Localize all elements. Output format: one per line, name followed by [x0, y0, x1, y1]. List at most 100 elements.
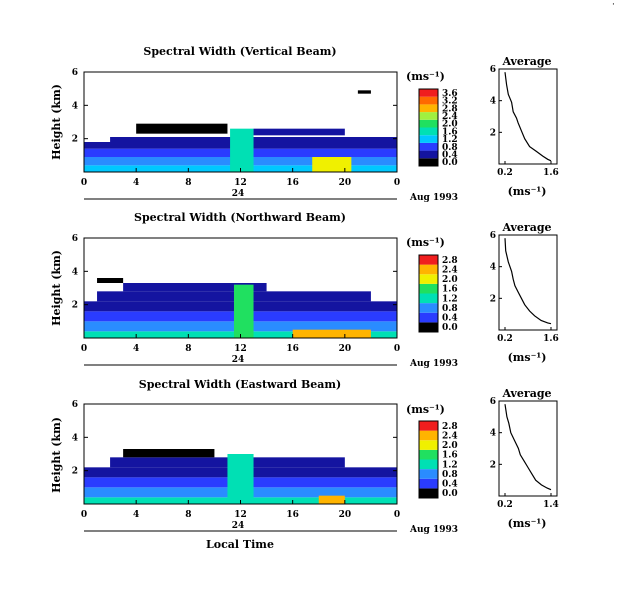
- x-axis-label: Local Time: [206, 538, 274, 551]
- x-tick-label: 20: [339, 510, 352, 520]
- colorbar-tick-label: 2.0: [442, 120, 458, 130]
- x-tick-label: 0: [394, 510, 400, 520]
- colorbar-swatch: [419, 255, 438, 265]
- chart-title: Spectral Width (Eastward Beam): [139, 378, 341, 391]
- date-label: Aug 1993: [409, 525, 458, 535]
- y-axis-label: Height (km): [50, 250, 63, 326]
- colorbar-swatch: [419, 142, 438, 151]
- y-tick-label: 6: [72, 234, 78, 244]
- day-label: 24: [232, 189, 245, 199]
- y-tick-label: 6: [72, 68, 78, 78]
- colorbar-swatch: [419, 469, 438, 479]
- colorbar: 0.00.40.81.21.62.02.42.8: [418, 420, 458, 499]
- heatmap-cell: [318, 495, 345, 504]
- heatmap-cell: [97, 291, 371, 302]
- average-frame: [498, 234, 558, 331]
- chart-title: Spectral Width (Vertical Beam): [143, 45, 336, 58]
- colorbar-swatch: [419, 459, 438, 470]
- x-tick-label: 4: [133, 178, 139, 188]
- colorbar-swatch: [419, 104, 438, 113]
- x-tick-label: 12: [234, 178, 247, 188]
- x-tick-label: 16: [286, 510, 299, 520]
- y-tick-label: 4: [72, 101, 78, 111]
- average-line: [504, 72, 552, 162]
- heatmap-cell: [312, 157, 352, 172]
- average-line: [504, 238, 552, 325]
- colorbar-swatch: [419, 440, 438, 450]
- average-y-tick-label: 4: [490, 97, 496, 107]
- heatmap-cell: [233, 284, 254, 338]
- colorbar-swatch: [419, 488, 438, 498]
- heatmap-cell: [292, 329, 371, 338]
- colorbar-swatch: [419, 150, 438, 159]
- x-tick-label: 0: [81, 344, 87, 354]
- y-axis-label: Height (km): [50, 84, 63, 160]
- average-frame: [498, 68, 558, 165]
- average-x-tick-label: 1.6: [543, 168, 559, 178]
- average-x-label: (ms⁻¹): [508, 351, 547, 364]
- colorbar-swatch: [419, 322, 438, 332]
- colorbar-tick-label: 1.2: [442, 294, 458, 304]
- x-tick-label: 0: [394, 344, 400, 354]
- average-y-tick-label: 6: [490, 231, 496, 241]
- x-tick-label: 20: [339, 178, 352, 188]
- plot-frame: [83, 237, 398, 339]
- average-x-tick-label: 0.2: [497, 334, 513, 344]
- x-tick-label: 0: [81, 510, 87, 520]
- average-y-tick-label: 2: [490, 294, 496, 304]
- colorbar-tick-label: 2.8: [442, 422, 458, 432]
- colorbar-frame: [418, 88, 439, 167]
- heatmap-area: 0 4 8 12 16 20 0 2 4 6: [72, 234, 400, 354]
- heatmap-cell: [123, 449, 215, 458]
- average-y-tick-label: 6: [490, 65, 496, 75]
- colorbar-tick-label: 2.0: [442, 441, 458, 451]
- x-tick-label: 16: [286, 344, 299, 354]
- heatmap-cell: [97, 278, 124, 283]
- day-label: 24: [232, 521, 245, 531]
- heatmap-cell: [230, 128, 254, 172]
- average-title: Average: [501, 55, 551, 68]
- colorbar-swatch: [419, 421, 438, 431]
- colorbar-swatch: [419, 293, 438, 304]
- colorbar-swatch: [419, 449, 438, 460]
- y-tick-label: 4: [72, 433, 78, 443]
- date-label: Aug 1993: [409, 359, 458, 369]
- colorbar-tick-label: 2.0: [442, 275, 458, 285]
- colorbar-frame: [418, 420, 439, 499]
- y-tick-label: 6: [72, 400, 78, 410]
- chart-title: Spectral Width (Northward Beam): [134, 211, 346, 224]
- average-frame: [498, 400, 558, 497]
- colorbar-tick-label: 0.0: [442, 323, 458, 333]
- x-tick-label: 12: [234, 510, 247, 520]
- colorbar: 0.00.40.81.21.62.02.42.83.23.6: [418, 88, 458, 168]
- average-x-tick-label: 1.6: [543, 334, 559, 344]
- colorbar-tick-label: 2.8: [442, 256, 458, 266]
- average-y-tick-label: 4: [490, 429, 496, 439]
- heatmap-cell: [357, 90, 371, 94]
- average-line: [504, 404, 552, 491]
- colorbar-frame: [418, 254, 439, 333]
- heatmap-area: 0 4 8 12 16 20 0 2 4 6: [72, 68, 400, 188]
- colorbar-tick-label: 0.8: [442, 470, 458, 480]
- colorbar-swatch: [419, 274, 438, 284]
- colorbar: 0.00.40.81.21.62.02.42.8: [418, 254, 458, 333]
- colorbar-tick-label: 2.4: [442, 431, 458, 441]
- colorbar-swatch: [419, 430, 438, 441]
- average-y-tick-label: 2: [490, 128, 496, 138]
- heatmap-cell: [136, 123, 228, 134]
- colorbar-tick-label: 0.0: [442, 158, 458, 168]
- x-tick-label: 20: [339, 344, 352, 354]
- date-label: Aug 1993: [409, 193, 458, 203]
- panel-northward-beam: Spectral Width (Northward Beam) Height (…: [50, 211, 559, 369]
- x-tick-label: 0: [81, 178, 87, 188]
- y-tick-label: 2: [72, 467, 78, 477]
- y-tick-label: 2: [72, 301, 78, 311]
- heatmap-area: 0 4 8 12 16 20 0 2 4 6: [72, 400, 400, 520]
- average-title: Average: [501, 221, 551, 234]
- x-tick-label: 12: [234, 344, 247, 354]
- y-tick-label: 4: [72, 267, 78, 277]
- x-tick-label: 4: [133, 510, 139, 520]
- panel-eastward-beam: Spectral Width (Eastward Beam) Height (k…: [50, 378, 559, 551]
- unit-label: (ms⁻¹): [406, 403, 445, 416]
